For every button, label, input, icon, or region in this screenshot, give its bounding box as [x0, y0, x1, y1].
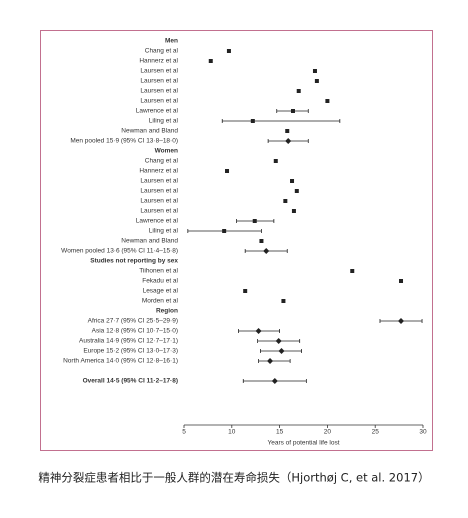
point: [259, 239, 264, 243]
x-tick-label: 15: [276, 429, 284, 436]
group-title: Women: [155, 148, 178, 155]
row-label: Laursen et al: [140, 178, 178, 185]
row-label: Tiihonen et al: [139, 268, 178, 275]
x-tick-label: 20: [324, 429, 332, 436]
point: [222, 229, 227, 233]
row-label: Newman and Bland: [121, 238, 178, 245]
row-label: Lesage et al: [143, 288, 179, 295]
point: [350, 269, 355, 273]
point: [243, 289, 248, 293]
row-label: North America 14·0 (95% CI 12·8–16·1): [63, 358, 178, 365]
x-tick-label: 5: [182, 429, 186, 436]
pooled-diamond: [271, 378, 278, 384]
point: [252, 219, 257, 223]
row-label: Hannerz et al: [139, 168, 178, 175]
row-label: Hannerz et al: [139, 58, 178, 65]
point: [281, 299, 286, 303]
point: [399, 279, 404, 283]
pooled-diamond: [267, 358, 274, 364]
point: [290, 109, 295, 113]
x-tick-label: 25: [372, 429, 380, 436]
pooled-diamond: [263, 248, 270, 254]
row-label: Morden et al: [142, 298, 179, 305]
row-label: Women pooled 13·6 (95% CI 11·4–15·8): [61, 248, 178, 255]
point: [312, 69, 317, 73]
pooled-diamond: [275, 338, 282, 344]
pooled-diamond: [285, 138, 292, 144]
row-label: Overall 14·5 (95% CI 11·2–17·8): [83, 378, 178, 385]
row-label: Australia 14·9 (95% CI 12·7–17·1): [79, 338, 178, 345]
point: [273, 159, 278, 163]
row-label: Lawrence et al: [136, 108, 179, 115]
row-label: Laursen et al: [140, 88, 178, 95]
point: [314, 79, 319, 83]
row-label: Liling et al: [149, 228, 179, 235]
row-label: Chang et al: [145, 48, 179, 55]
row-label: Laursen et al: [140, 208, 178, 215]
row-label: Africa 27·7 (95% CI 25·5–29·9): [88, 318, 178, 325]
row-label: Laursen et al: [140, 188, 178, 195]
x-tick-label: 30: [419, 429, 427, 436]
row-label: Men pooled 15·9 (95% CI 13·8–18·0): [70, 138, 178, 145]
row-label: Fekadu et al: [142, 278, 178, 285]
row-label: Laursen et al: [140, 198, 178, 205]
point: [325, 99, 330, 103]
caption: 精神分裂症患者相比于一般人群的潜在寿命损失（Hjorthøj C, et al.…: [38, 471, 429, 485]
point: [250, 119, 255, 123]
row-label: Laursen et al: [140, 98, 178, 105]
point: [296, 89, 301, 93]
x-axis-label: Years of potential life lost: [267, 440, 339, 447]
row-label: Laursen et al: [140, 78, 178, 85]
row-label: Asia 12·8 (95% CI 10·7–15·0): [92, 328, 178, 335]
pooled-diamond: [398, 318, 405, 324]
row-label: Liling et al: [149, 118, 179, 125]
x-tick-label: 10: [228, 429, 236, 436]
point: [208, 59, 213, 63]
row-label: Lawrence et al: [136, 218, 179, 225]
group-title: Studies not reporting by sex: [90, 258, 178, 265]
point: [226, 49, 231, 53]
pooled-diamond: [255, 328, 262, 334]
pooled-diamond: [278, 348, 285, 354]
row-label: Newman and Bland: [121, 128, 178, 135]
point: [225, 169, 230, 173]
frame: [40, 30, 433, 451]
point: [283, 199, 288, 203]
point: [291, 209, 296, 213]
row-label: Laursen et al: [140, 68, 178, 75]
row-label: Europe 15·2 (95% CI 13·0–17·3): [83, 348, 178, 355]
point: [285, 129, 290, 133]
group-title: Region: [156, 308, 178, 315]
group-title: Men: [165, 38, 178, 45]
point: [290, 179, 295, 183]
point: [294, 189, 299, 193]
row-label: Chang et al: [145, 158, 179, 165]
